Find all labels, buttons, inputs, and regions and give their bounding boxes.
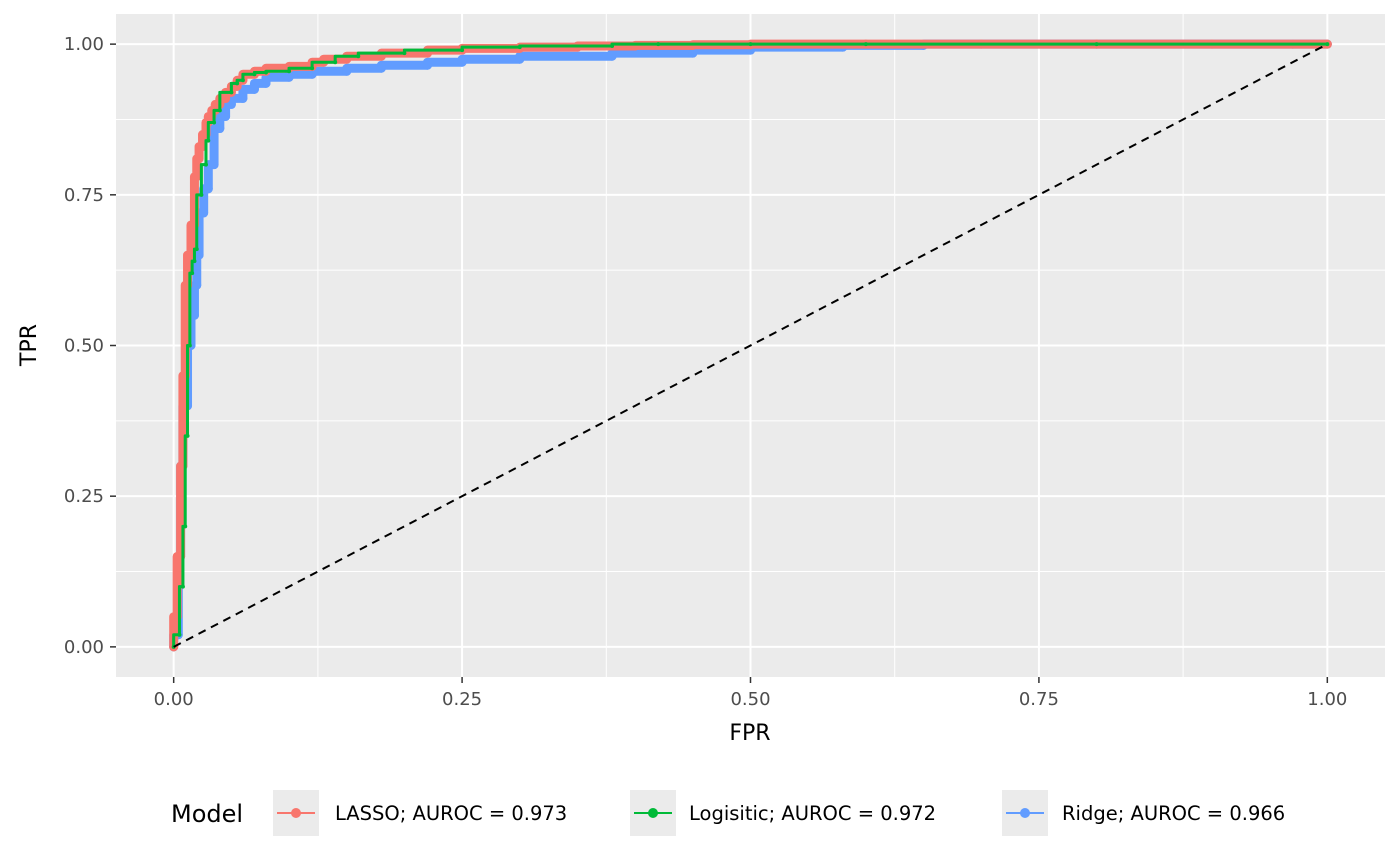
- y-tick-label: 1.00: [64, 34, 104, 55]
- x-tick-label: 1.00: [1307, 689, 1347, 710]
- series-point-ridge: [261, 78, 271, 88]
- legend-key-point: [648, 808, 658, 818]
- series-point-ridge: [376, 63, 386, 73]
- legend-key-point: [1020, 808, 1030, 818]
- x-tick-label: 0.25: [442, 689, 482, 710]
- series-point-ridge: [203, 184, 213, 194]
- y-tick-label: 0.50: [64, 336, 104, 357]
- x-axis-title: FPR: [729, 721, 770, 746]
- reference-layer: [173, 43, 1328, 648]
- series-point-ridge: [457, 57, 467, 67]
- series-point-ridge: [422, 60, 432, 70]
- series-point-ridge: [194, 250, 204, 260]
- series-point-lasso: [221, 93, 231, 103]
- series-point-ridge: [209, 160, 219, 170]
- series-point-lasso: [192, 172, 202, 182]
- reference-diagonal: [173, 43, 1328, 648]
- x-tick-label: 0.75: [1019, 689, 1059, 710]
- series-point-ridge: [199, 208, 209, 218]
- x-tick-label: 0.50: [730, 689, 770, 710]
- series-point-ridge: [226, 99, 236, 109]
- legend-label: Ridge; AUROC = 0.966: [1062, 802, 1285, 825]
- series-point-ridge: [342, 66, 352, 76]
- series-point-ridge: [192, 280, 202, 290]
- y-tick-label: 0.00: [64, 637, 104, 658]
- series-point-ridge: [238, 93, 248, 103]
- x-axis-ticks: 0.00 0.25 0.50 0.75 1.00: [154, 677, 1347, 710]
- legend: LASSO; AUROC = 0.973 Logisitic; AUROC = 0…: [273, 790, 1285, 836]
- series-point-ridge: [307, 69, 317, 79]
- series-point-ridge: [215, 124, 225, 134]
- legend-title: Model: [171, 800, 243, 828]
- x-tick-label: 0.00: [154, 689, 194, 710]
- series-point-ridge: [284, 72, 294, 82]
- series-point-ridge: [607, 51, 617, 61]
- series-point-ridge: [688, 48, 698, 58]
- legend-label: Logisitic; AUROC = 0.972: [689, 802, 936, 825]
- legend-key-point: [291, 808, 301, 818]
- y-tick-label: 0.25: [64, 486, 104, 507]
- y-axis-ticks: 0.00 0.25 0.50 0.75 1.00: [64, 34, 116, 658]
- legend-label: LASSO; AUROC = 0.973: [335, 802, 567, 825]
- series-point-ridge: [249, 84, 259, 94]
- series-point-ridge: [189, 310, 199, 320]
- series-point-ridge: [221, 111, 231, 121]
- series-point-lasso: [194, 154, 204, 164]
- y-tick-label: 0.75: [64, 185, 104, 206]
- series-point-ridge: [515, 54, 525, 64]
- y-axis-title: TPR: [17, 324, 42, 367]
- series-line-logisitic: [172, 42, 1328, 647]
- series-layer: [169, 39, 1332, 652]
